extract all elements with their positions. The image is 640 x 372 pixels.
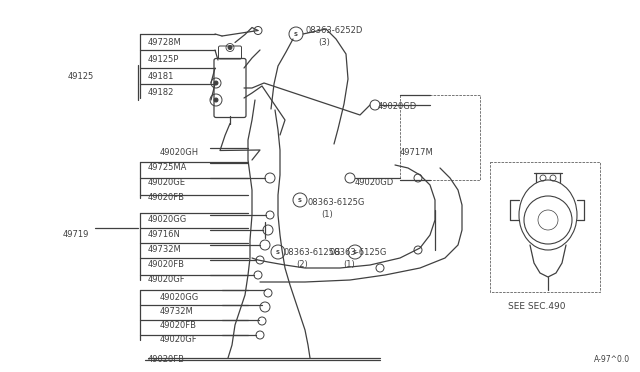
Text: 49020GH: 49020GH [160,148,199,157]
Text: 49716N: 49716N [148,230,181,239]
Text: 49717M: 49717M [400,148,434,157]
Text: 49020GG: 49020GG [148,215,188,224]
Text: 49725MA: 49725MA [148,163,188,172]
Text: S: S [353,250,357,254]
Text: 49125: 49125 [68,72,94,81]
Text: 49020GE: 49020GE [148,178,186,187]
Text: 49181: 49181 [148,72,174,81]
Text: 49020FB: 49020FB [148,193,185,202]
Text: 49020FB: 49020FB [160,321,197,330]
Text: 49020FB: 49020FB [148,260,185,269]
Text: 49125P: 49125P [148,55,179,64]
Circle shape [214,81,218,85]
Text: S: S [294,32,298,36]
Text: (2): (2) [296,260,308,269]
Text: (1): (1) [321,210,333,219]
Text: SEE SEC.490: SEE SEC.490 [508,302,566,311]
Text: 49020GF: 49020GF [148,275,186,284]
Text: 08363-6125G: 08363-6125G [283,248,340,257]
Circle shape [228,45,232,49]
Text: 08363-6125G: 08363-6125G [330,248,387,257]
Text: 49719: 49719 [63,230,90,239]
Text: 49020GD: 49020GD [355,178,394,187]
Text: (3): (3) [318,38,330,47]
Text: S: S [276,250,280,254]
Text: 49182: 49182 [148,88,174,97]
Circle shape [214,98,218,102]
Text: 49020FB: 49020FB [148,355,185,364]
Text: (1): (1) [343,260,355,269]
Bar [490,162,600,292]
Text: 49728M: 49728M [148,38,182,47]
Text: 49020GD: 49020GD [378,102,417,111]
Bar [400,95,480,180]
Text: 49020GF: 49020GF [160,335,198,344]
Text: S: S [298,198,302,202]
Text: A-97^0.0: A-97^0.0 [594,355,630,364]
Text: 08363-6125G: 08363-6125G [308,198,365,207]
Text: 49732M: 49732M [160,307,194,316]
Text: 49732M: 49732M [148,245,182,254]
Text: 49020GG: 49020GG [160,293,199,302]
Text: 08363-6252D: 08363-6252D [305,26,362,35]
